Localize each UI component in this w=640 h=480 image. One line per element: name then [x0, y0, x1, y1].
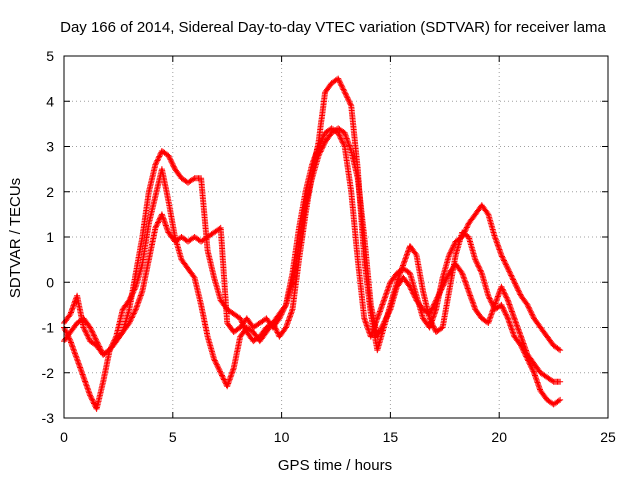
x-axis-label: GPS time / hours: [278, 457, 392, 474]
x-tick-label: 15: [383, 429, 399, 445]
axis-ticks: 0 5 10 15 20 25 -3 -2 -1 0 1 2 3 4 5: [42, 48, 616, 445]
y-tick-label: -1: [42, 320, 55, 336]
y-tick-label: -2: [42, 365, 55, 381]
x-tick-label: 20: [491, 429, 507, 445]
x-tick-label: 0: [60, 429, 68, 445]
grid: [64, 56, 608, 418]
y-axis-label: SDTVAR / TECUs: [7, 178, 24, 298]
y-tick-label: 0: [46, 274, 54, 290]
y-tick-label: 3: [46, 139, 54, 155]
chart-title: Day 166 of 2014, Sidereal Day-to-day VTE…: [60, 19, 606, 36]
y-tick-label: 1: [46, 229, 54, 245]
y-tick-label: 4: [46, 93, 54, 109]
x-tick-label: 5: [169, 429, 177, 445]
y-tick-label: -3: [42, 410, 55, 426]
y-tick-label: 2: [46, 184, 54, 200]
x-tick-label: 10: [274, 429, 290, 445]
y-tick-label: 5: [46, 48, 54, 64]
x-tick-label: 25: [600, 429, 616, 445]
